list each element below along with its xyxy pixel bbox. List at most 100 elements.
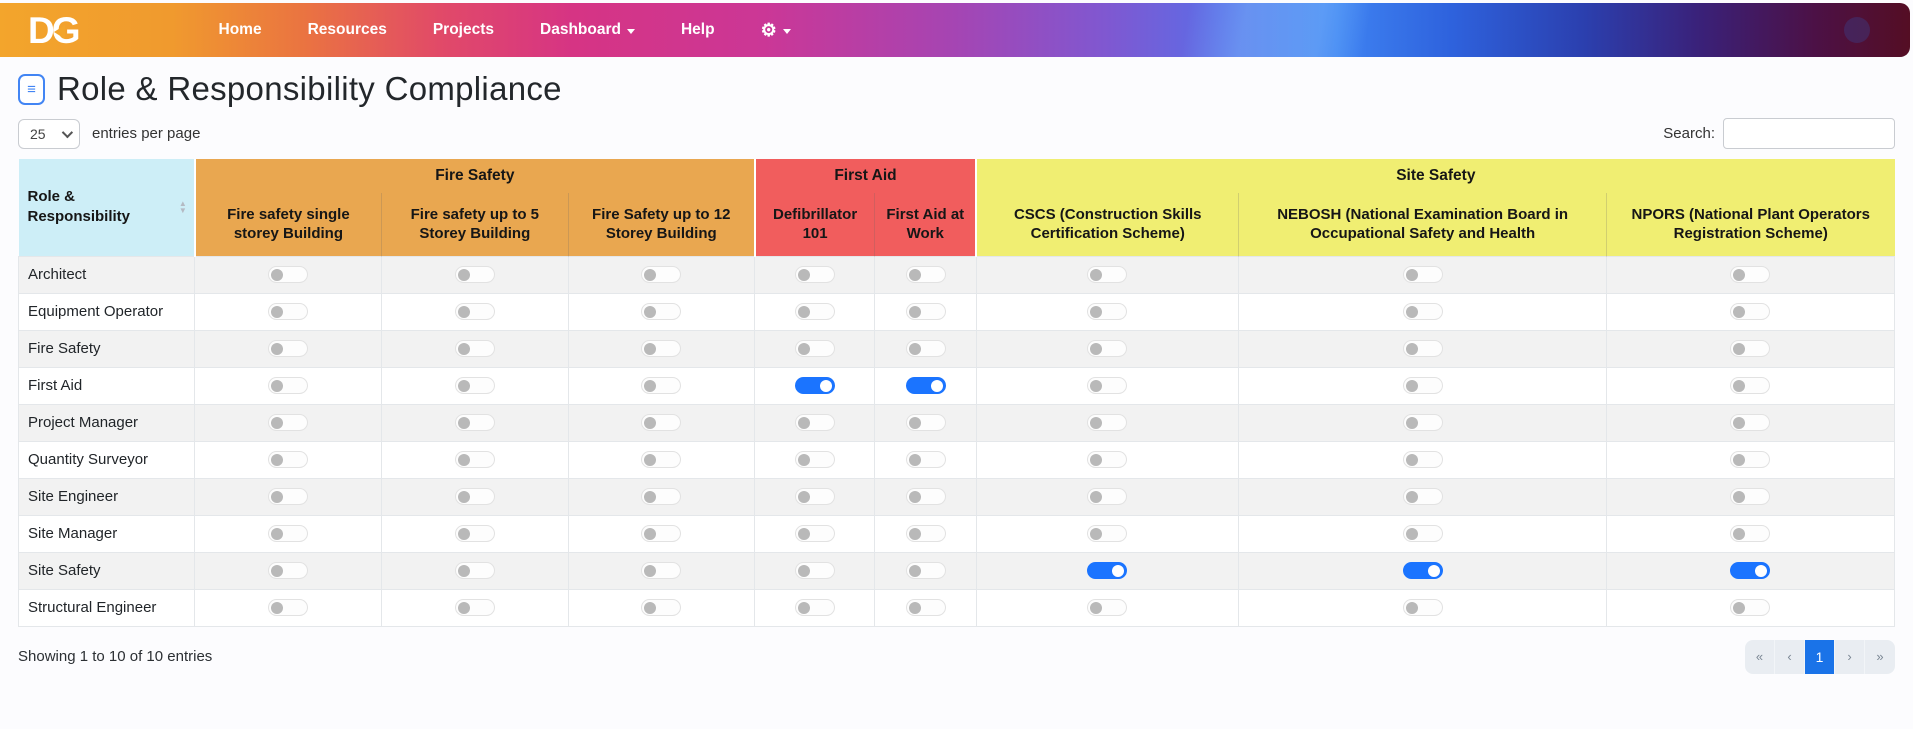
compliance-toggle[interactable] [641, 525, 682, 543]
compliance-toggle[interactable] [794, 451, 835, 469]
compliance-toggle[interactable] [641, 340, 682, 358]
compliance-toggle[interactable] [1087, 266, 1128, 284]
compliance-toggle[interactable] [268, 562, 309, 580]
toggle-knob [271, 527, 284, 540]
compliance-toggle[interactable] [641, 451, 682, 469]
compliance-toggle[interactable] [268, 303, 309, 321]
compliance-toggle[interactable] [1087, 599, 1128, 617]
compliance-toggle[interactable] [454, 266, 495, 284]
compliance-toggle[interactable] [905, 562, 946, 580]
nav-item-home[interactable]: Home [219, 21, 262, 39]
compliance-toggle[interactable] [905, 451, 946, 469]
compliance-toggle[interactable] [454, 340, 495, 358]
compliance-toggle[interactable] [905, 340, 946, 358]
compliance-toggle[interactable] [794, 562, 835, 580]
compliance-toggle[interactable] [1087, 451, 1128, 469]
compliance-toggle[interactable] [794, 377, 835, 395]
compliance-toggle[interactable] [1402, 414, 1443, 432]
compliance-toggle[interactable] [641, 303, 682, 321]
toggle-cell [567, 588, 756, 627]
compliance-toggle[interactable] [641, 414, 682, 432]
compliance-toggle[interactable] [1730, 340, 1771, 358]
compliance-toggle[interactable] [794, 303, 835, 321]
compliance-toggle[interactable] [794, 488, 835, 506]
compliance-toggle[interactable] [1402, 340, 1443, 358]
compliance-toggle[interactable] [1402, 377, 1443, 395]
compliance-toggle[interactable] [1402, 451, 1443, 469]
toggle-cell [381, 366, 569, 405]
compliance-toggle[interactable] [1087, 488, 1128, 506]
compliance-toggle[interactable] [1087, 414, 1128, 432]
compliance-toggle[interactable] [641, 488, 682, 506]
table-row-structural-engineer: Structural Engineer [17, 588, 1896, 627]
pagination-last[interactable]: » [1876, 649, 1884, 664]
compliance-toggle[interactable] [1730, 266, 1771, 284]
compliance-toggle[interactable] [1730, 488, 1771, 506]
compliance-toggle[interactable] [268, 451, 309, 469]
nav-item-projects[interactable]: Projects [433, 21, 494, 39]
compliance-toggle[interactable] [1402, 599, 1443, 617]
nav-item-dashboard[interactable]: Dashboard [540, 21, 635, 39]
compliance-toggle[interactable] [268, 266, 309, 284]
compliance-toggle[interactable] [1087, 340, 1128, 358]
pagination-next[interactable]: › [1835, 639, 1865, 674]
compliance-toggle[interactable] [1087, 525, 1128, 543]
pagination-page-1[interactable]: 1 [1805, 639, 1835, 674]
compliance-toggle[interactable] [905, 525, 946, 543]
compliance-toggle[interactable] [1087, 562, 1128, 580]
compliance-toggle[interactable] [905, 303, 946, 321]
pagination-prev[interactable]: ‹ [1775, 639, 1805, 674]
compliance-toggle[interactable] [1402, 266, 1443, 284]
avatar[interactable] [1844, 17, 1870, 43]
compliance-toggle[interactable] [1730, 414, 1771, 432]
compliance-toggle[interactable] [268, 377, 309, 395]
compliance-toggle[interactable] [641, 377, 682, 395]
entries-per-page-select[interactable]: 25 [18, 118, 80, 149]
compliance-toggle[interactable] [268, 525, 309, 543]
compliance-toggle[interactable] [641, 599, 682, 617]
compliance-toggle[interactable] [1402, 562, 1443, 580]
compliance-toggle[interactable] [454, 451, 495, 469]
compliance-toggle[interactable] [905, 377, 946, 395]
gear-menu[interactable]: ⚙ [761, 21, 791, 39]
nav-item-help[interactable]: Help [681, 21, 715, 39]
compliance-toggle[interactable] [641, 562, 682, 580]
compliance-toggle[interactable] [454, 414, 495, 432]
compliance-toggle[interactable] [1730, 451, 1771, 469]
compliance-toggle[interactable] [794, 340, 835, 358]
compliance-toggle[interactable] [268, 414, 309, 432]
compliance-toggle[interactable] [794, 414, 835, 432]
compliance-toggle[interactable] [905, 488, 946, 506]
compliance-toggle[interactable] [641, 266, 682, 284]
compliance-toggle[interactable] [1730, 377, 1771, 395]
compliance-toggle[interactable] [268, 599, 309, 617]
app-logo[interactable]: DG [28, 12, 89, 49]
compliance-toggle[interactable] [454, 525, 495, 543]
compliance-toggle[interactable] [1730, 303, 1771, 321]
compliance-toggle[interactable] [794, 525, 835, 543]
nav-item-resources[interactable]: Resources [308, 21, 387, 39]
compliance-toggle[interactable] [1730, 599, 1771, 617]
compliance-toggle[interactable] [454, 562, 495, 580]
compliance-toggle[interactable] [1402, 525, 1443, 543]
search-input[interactable] [1723, 118, 1895, 149]
compliance-toggle[interactable] [1402, 303, 1443, 321]
compliance-toggle[interactable] [1730, 562, 1771, 580]
compliance-toggle[interactable] [794, 266, 835, 284]
pagination-first[interactable]: « [1745, 639, 1775, 674]
compliance-toggle[interactable] [905, 414, 946, 432]
compliance-toggle[interactable] [905, 599, 946, 617]
role-responsibility-header[interactable]: Role & Responsibility ▲ ▼ [18, 159, 195, 256]
compliance-toggle[interactable] [454, 303, 495, 321]
compliance-toggle[interactable] [454, 599, 495, 617]
compliance-toggle[interactable] [1087, 303, 1128, 321]
compliance-toggle[interactable] [454, 377, 495, 395]
compliance-toggle[interactable] [268, 340, 309, 358]
compliance-toggle[interactable] [454, 488, 495, 506]
compliance-toggle[interactable] [1730, 525, 1771, 543]
compliance-toggle[interactable] [1087, 377, 1128, 395]
compliance-toggle[interactable] [1402, 488, 1443, 506]
compliance-toggle[interactable] [268, 488, 309, 506]
compliance-toggle[interactable] [905, 266, 946, 284]
compliance-toggle[interactable] [794, 599, 835, 617]
